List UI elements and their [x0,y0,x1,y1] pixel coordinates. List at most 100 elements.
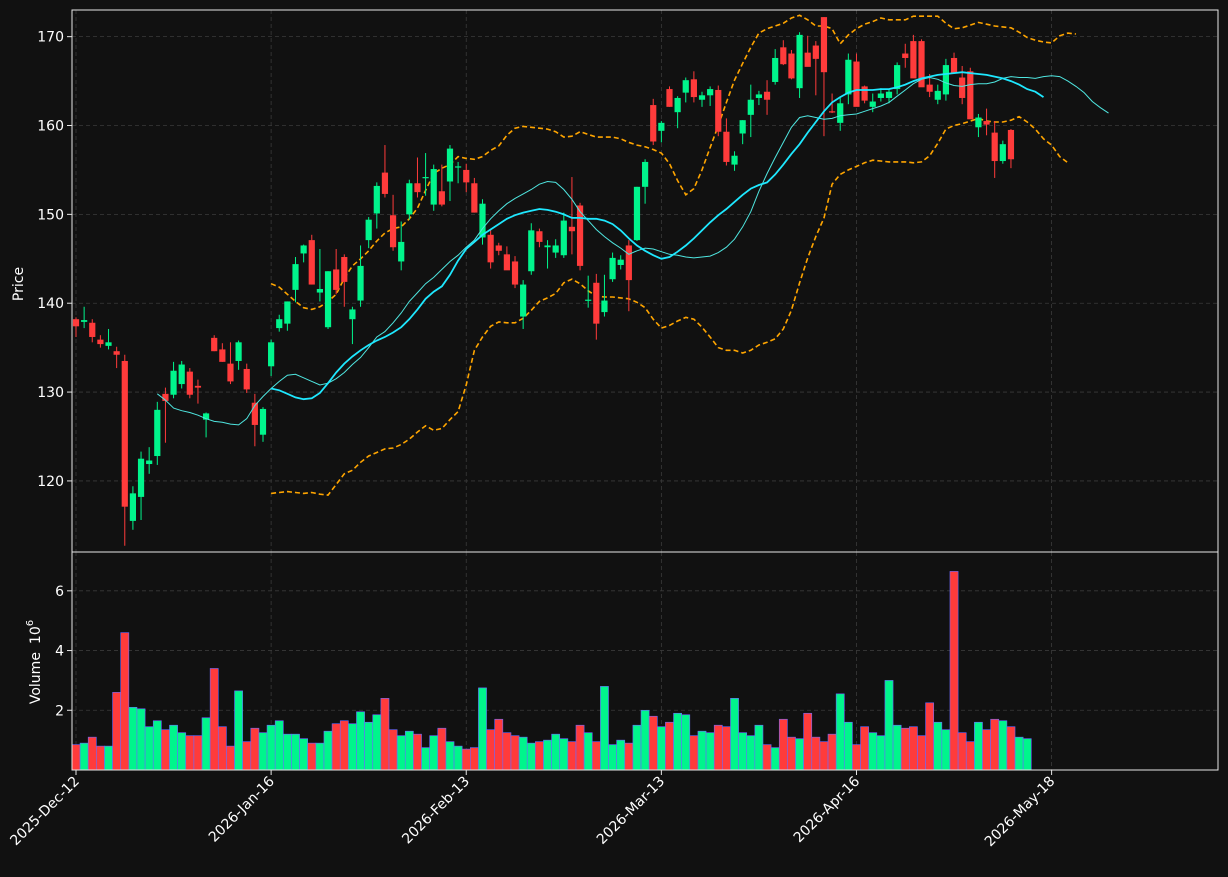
candle-body-up [422,177,429,179]
candle-body-up [747,99,754,115]
volume-bar [242,741,252,771]
volume-bar [787,736,796,771]
volume-bar [380,698,390,771]
candle-body-down [983,121,990,125]
volume-bar [112,692,122,771]
volume-bar [681,714,691,771]
candle-body-down [812,45,819,59]
volume-bar [860,726,869,771]
candle-body-up [292,264,299,290]
volume-bar [299,738,309,771]
volume-layer [71,571,1032,771]
candle-body-down [861,86,868,101]
candle-body-down [715,89,722,132]
volume-bar [1022,738,1032,771]
candle-body-up [707,89,714,96]
volume-bar [201,717,211,771]
volume-bar [778,718,788,771]
volume-bar [120,632,130,771]
volume-bar [941,729,951,771]
volume-bar [591,741,601,771]
price-tick-label: 120 [37,474,64,490]
volume-bar [852,744,861,771]
volume-bar [819,741,829,771]
candle-body-up [877,93,884,98]
volume-bar [518,736,528,771]
volume-bar [949,571,959,771]
volume-axis-exponent-power: 6 [25,620,36,626]
candle-body-up [845,59,852,95]
candle-body-up [178,364,185,385]
candle-body-down [950,57,958,74]
volume-bar [697,730,707,771]
candle-body-up [398,241,405,262]
candle-body-up [276,319,283,329]
candle-body-up [324,271,332,328]
candle-body-up [300,245,307,254]
moving-average-fast-line [156,75,1109,426]
volume-bar [900,727,910,771]
candle-body-up [609,257,616,280]
candle-body-up [235,342,242,361]
volume-bar [71,744,81,771]
volume-bar [421,747,430,771]
candle-body-up [365,219,372,241]
candle-body-down [991,132,998,162]
candle-body-down [503,254,510,271]
volume-panel-frame [71,551,1219,771]
candle-body-down [219,349,226,362]
candle-body-up [698,95,706,100]
volume-bar [478,687,487,771]
volume-bar [372,714,382,771]
volume-bar [713,724,723,771]
candle-body-down [763,91,771,100]
bollinger-lower-line [271,115,1069,496]
candle-body-down [804,52,811,67]
candle-body-down [576,205,584,266]
candle-body-down [788,53,795,79]
volume-bar [388,729,398,771]
candle-body-up [129,493,137,521]
price-tick-label: 160 [37,119,64,135]
volume-bar [291,733,300,771]
candle-body-down [536,231,543,242]
candle-body-down [910,41,917,79]
volume-bar [144,726,154,771]
volume-bar [396,735,406,771]
volume-bar [79,742,89,771]
volume-bar [762,744,772,771]
volume-bar [128,706,138,771]
volume-bar [656,726,666,771]
candle-body-up [520,284,527,317]
volume-bar [348,723,357,771]
volume-axis-exponent-base: 10 [28,626,44,644]
volume-bar [738,732,748,771]
volume-bar [575,724,585,771]
candle-body-up [682,80,689,93]
candle-body-down [389,215,397,248]
volume-bar [640,709,650,771]
volume-bar [502,732,512,771]
candle-body-down [113,351,120,355]
volume-bar [770,747,780,771]
candle-body-up [373,185,380,214]
volume-bar [104,745,113,771]
candle-body-up [869,101,876,107]
candle-body-up [585,299,592,301]
volume-bar [87,736,97,771]
candle-body-up [170,370,177,395]
candle-body-up [137,458,145,497]
volume-bar [445,741,455,771]
volume-bar [96,745,105,771]
volume-bar [917,735,926,771]
volume-bar [567,741,577,771]
volume-bar [266,724,276,771]
candle-body-up [552,245,559,253]
candle-body-up [479,203,486,238]
volume-bar [535,741,544,771]
volume-bar [843,721,853,771]
candle-body-down [463,169,470,183]
candle-body-down [381,172,389,194]
volume-bar [608,744,617,771]
